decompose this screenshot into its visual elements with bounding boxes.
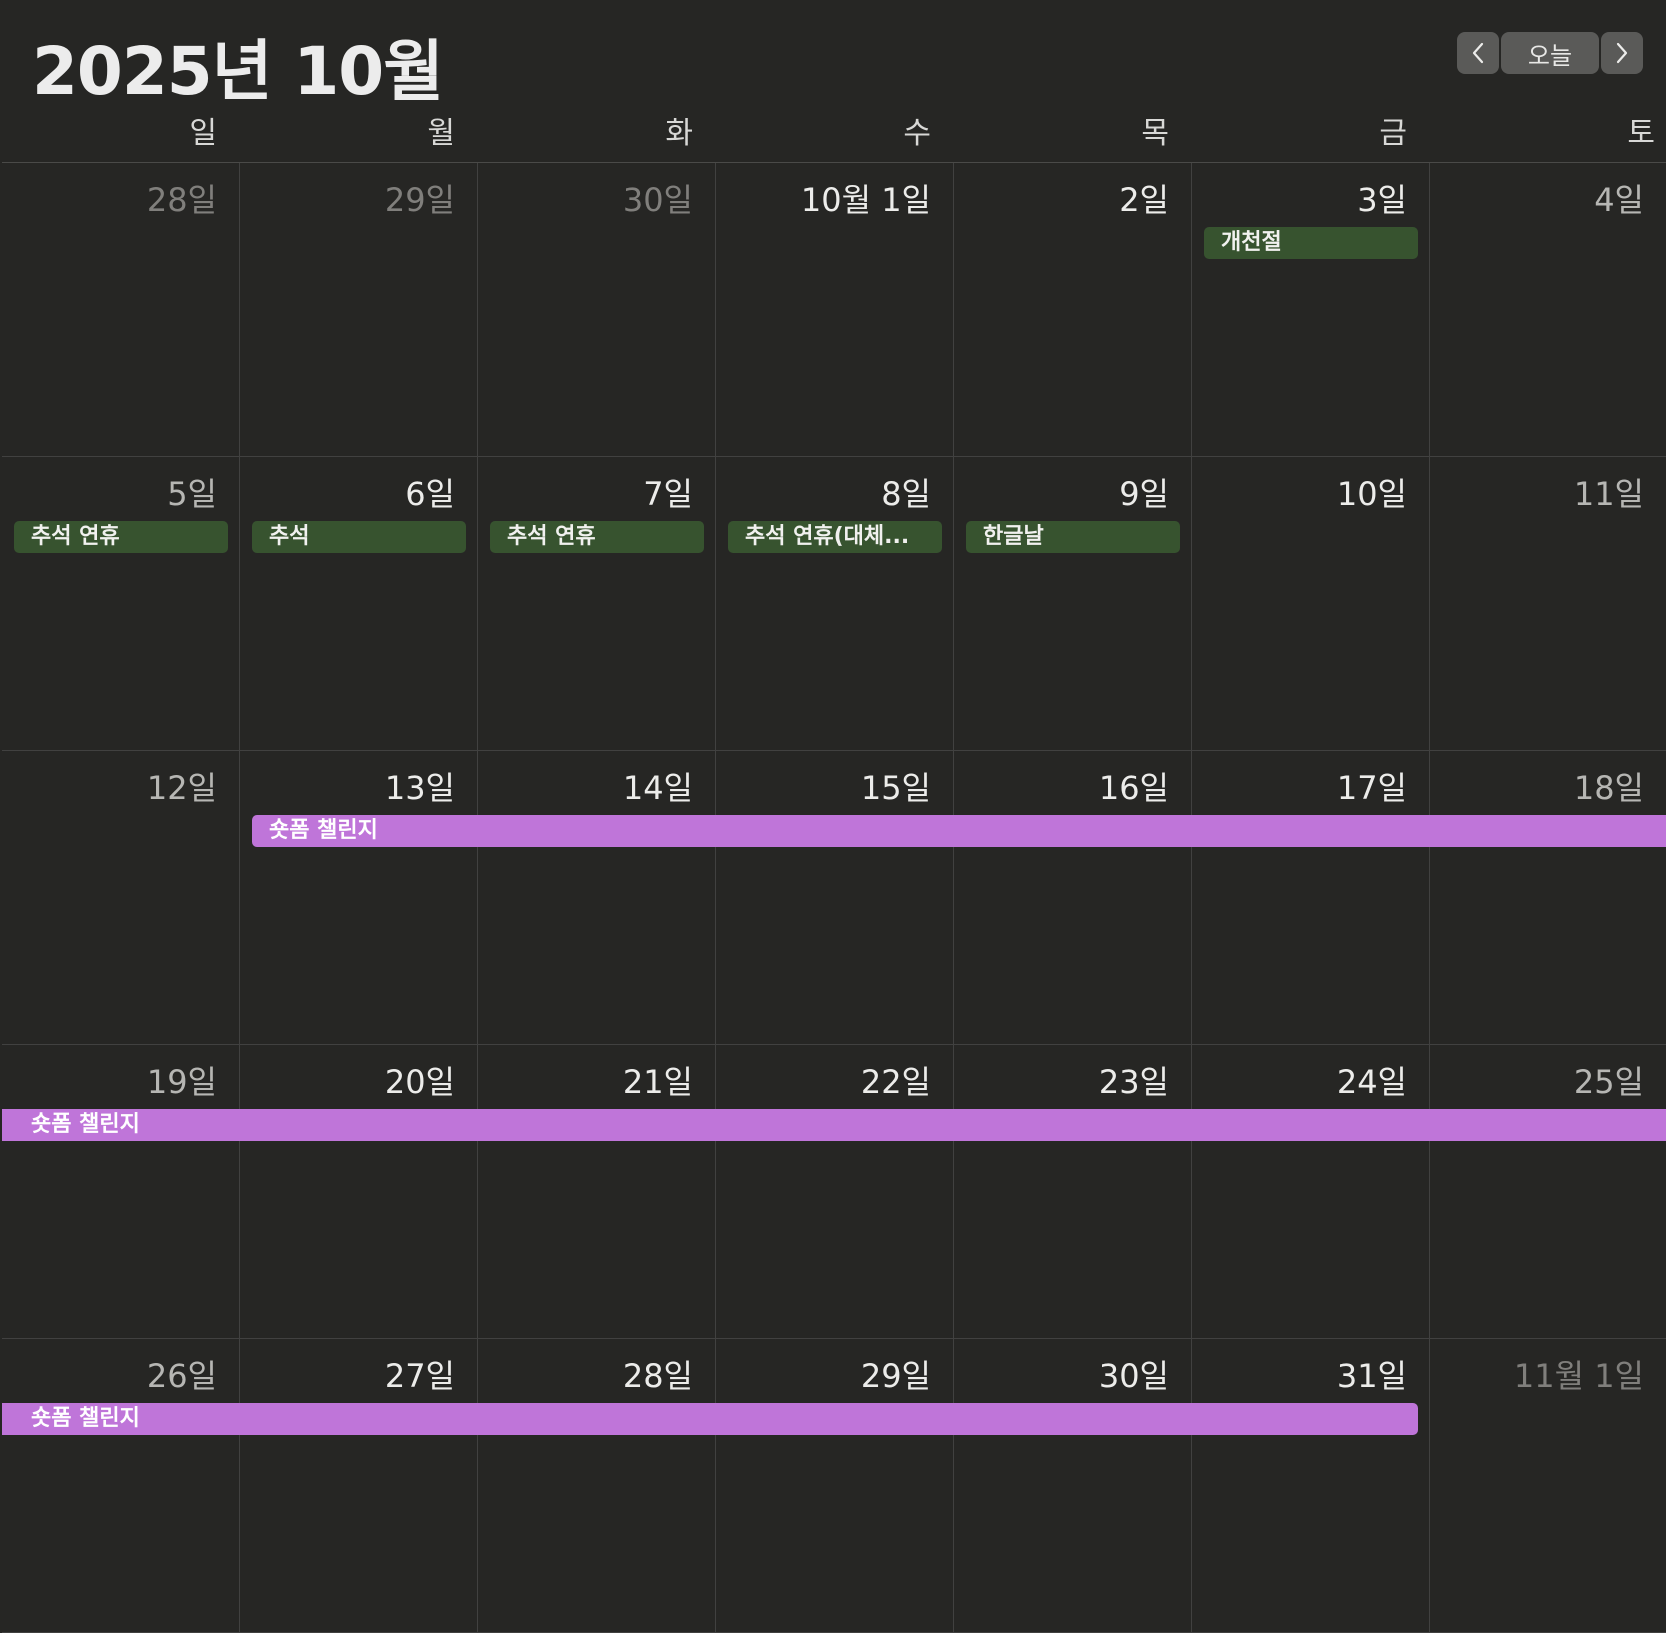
- weekday-label: 월: [427, 116, 455, 151]
- day-cell[interactable]: 31일: [1192, 1339, 1430, 1633]
- day-cell[interactable]: 19일: [2, 1045, 240, 1339]
- day-number: 29일: [860, 1357, 931, 1395]
- day-cell[interactable]: 8일: [716, 457, 954, 751]
- day-cell[interactable]: 30일: [478, 163, 716, 457]
- day-number: 3일: [1357, 181, 1407, 219]
- day-number: 27일: [384, 1357, 455, 1395]
- day-number: 29일: [384, 181, 455, 219]
- day-number: 12일: [146, 769, 217, 807]
- day-cell[interactable]: 3일: [1192, 163, 1430, 457]
- day-cell[interactable]: 2일: [954, 163, 1192, 457]
- day-number: 6일: [405, 475, 455, 513]
- day-cell[interactable]: 27일: [240, 1339, 478, 1633]
- day-cell[interactable]: 10월 1일: [716, 163, 954, 457]
- multi-day-event[interactable]: 숏폼 챌린지: [2, 1403, 1418, 1435]
- day-cell[interactable]: 4일: [1430, 163, 1666, 457]
- multi-day-event[interactable]: 숏폼 챌린지: [252, 815, 1666, 847]
- day-number: 9일: [1119, 475, 1169, 513]
- calendar-header: 2025년 10월 오늘 일 월 화 수 목 금 토: [0, 0, 1666, 165]
- day-cell[interactable]: 7일: [478, 457, 716, 751]
- day-number: 15일: [860, 769, 931, 807]
- day-number: 13일: [384, 769, 455, 807]
- day-number: 28일: [622, 1357, 693, 1395]
- day-cell[interactable]: 11월 1일: [1430, 1339, 1666, 1633]
- multi-day-event[interactable]: 숏폼 챌린지: [2, 1109, 1666, 1141]
- weekday-label: 수: [903, 116, 931, 151]
- day-number: 8일: [881, 475, 931, 513]
- day-cell[interactable]: 26일: [2, 1339, 240, 1633]
- day-number: 10일: [1336, 475, 1407, 513]
- day-cell[interactable]: 13일: [240, 751, 478, 1045]
- weekday-label: 토: [1627, 116, 1655, 151]
- day-number: 30일: [622, 181, 693, 219]
- day-cell[interactable]: 21일: [478, 1045, 716, 1339]
- day-number: 17일: [1336, 769, 1407, 807]
- day-cell[interactable]: 12일: [2, 751, 240, 1045]
- day-number: 14일: [622, 769, 693, 807]
- day-cell[interactable]: 14일: [478, 751, 716, 1045]
- day-cell[interactable]: 28일: [2, 163, 240, 457]
- holiday-event[interactable]: 추석 연휴(대체...: [728, 521, 942, 553]
- day-number: 18일: [1573, 769, 1644, 807]
- day-number: 22일: [860, 1063, 931, 1101]
- day-cell[interactable]: 6일: [240, 457, 478, 751]
- day-cell[interactable]: 11일: [1430, 457, 1666, 751]
- previous-month-button[interactable]: [1457, 32, 1499, 74]
- weekday-label: 일: [189, 116, 217, 151]
- day-cell[interactable]: 5일: [2, 457, 240, 751]
- day-number: 26일: [146, 1357, 217, 1395]
- weekday-label: 금: [1379, 116, 1407, 151]
- day-number: 23일: [1098, 1063, 1169, 1101]
- holiday-event[interactable]: 추석 연휴: [14, 521, 228, 553]
- weekday-label: 목: [1141, 116, 1169, 151]
- day-number: 11월 1일: [1513, 1357, 1644, 1395]
- day-number: 31일: [1336, 1357, 1407, 1395]
- month-grid: 28일 29일 30일 10월 1일 2일 3일 4일 5일 6일 7일 8일 9일 10일 11일 12일…: [2, 162, 1666, 1633]
- weekday-label: 화: [665, 116, 693, 151]
- day-number: 20일: [384, 1063, 455, 1101]
- day-number: 30일: [1098, 1357, 1169, 1395]
- day-cell[interactable]: 17일: [1192, 751, 1430, 1045]
- day-cell[interactable]: 18일: [1430, 751, 1666, 1045]
- day-cell[interactable]: 24일: [1192, 1045, 1430, 1339]
- holiday-event[interactable]: 한글날: [966, 521, 1180, 553]
- day-number: 11일: [1573, 475, 1644, 513]
- holiday-event[interactable]: 개천절: [1204, 227, 1418, 259]
- day-number: 25일: [1573, 1063, 1644, 1101]
- next-month-button[interactable]: [1601, 32, 1643, 74]
- day-cell[interactable]: 29일: [240, 163, 478, 457]
- day-cell[interactable]: 22일: [716, 1045, 954, 1339]
- day-number: 24일: [1336, 1063, 1407, 1101]
- day-number: 5일: [167, 475, 217, 513]
- day-cell[interactable]: 23일: [954, 1045, 1192, 1339]
- day-number: 16일: [1098, 769, 1169, 807]
- holiday-event[interactable]: 추석 연휴: [490, 521, 704, 553]
- weekday-header-row: 일 월 화 수 목 금 토: [0, 100, 1666, 162]
- day-number: 4일: [1594, 181, 1644, 219]
- day-cell[interactable]: 10일: [1192, 457, 1430, 751]
- day-number: 10월 1일: [800, 181, 931, 219]
- day-cell[interactable]: 30일: [954, 1339, 1192, 1633]
- day-number: 7일: [643, 475, 693, 513]
- chevron-left-icon: [1472, 42, 1484, 64]
- today-button[interactable]: 오늘: [1501, 32, 1599, 74]
- day-cell[interactable]: 25일: [1430, 1045, 1666, 1339]
- day-cell[interactable]: 29일: [716, 1339, 954, 1633]
- day-number: 19일: [146, 1063, 217, 1101]
- day-number: 28일: [146, 181, 217, 219]
- holiday-event[interactable]: 추석: [252, 521, 466, 553]
- day-cell[interactable]: 20일: [240, 1045, 478, 1339]
- day-cell[interactable]: 9일: [954, 457, 1192, 751]
- chevron-right-icon: [1616, 42, 1628, 64]
- day-number: 2일: [1119, 181, 1169, 219]
- day-cell[interactable]: 28일: [478, 1339, 716, 1633]
- month-title: 2025년 10월: [32, 33, 444, 110]
- day-number: 21일: [622, 1063, 693, 1101]
- day-cell[interactable]: 15일: [716, 751, 954, 1045]
- day-cell[interactable]: 16일: [954, 751, 1192, 1045]
